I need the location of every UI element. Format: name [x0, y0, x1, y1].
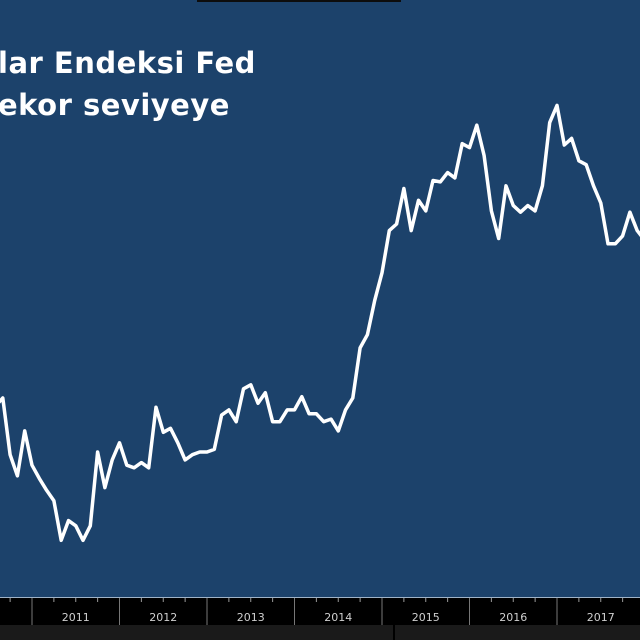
x-tick-label: 2016 — [499, 611, 527, 624]
chart-title-line-1: lar Endeksi Fed — [0, 46, 256, 80]
x-tick-label: 2013 — [237, 611, 265, 624]
x-tick-label: 2012 — [149, 611, 177, 624]
bottom-strip — [0, 625, 640, 640]
bottom-divider — [393, 625, 395, 640]
x-axis-bar — [0, 597, 640, 625]
x-tick-label: 2014 — [324, 611, 352, 624]
top-bar — [197, 0, 401, 2]
x-tick-label: 2015 — [412, 611, 440, 624]
series-line — [0, 103, 640, 543]
x-tick-label: 2011 — [62, 611, 90, 624]
chart-title-line-2: ekor seviyeye — [0, 88, 230, 122]
x-tick-label: 2017 — [587, 611, 615, 624]
